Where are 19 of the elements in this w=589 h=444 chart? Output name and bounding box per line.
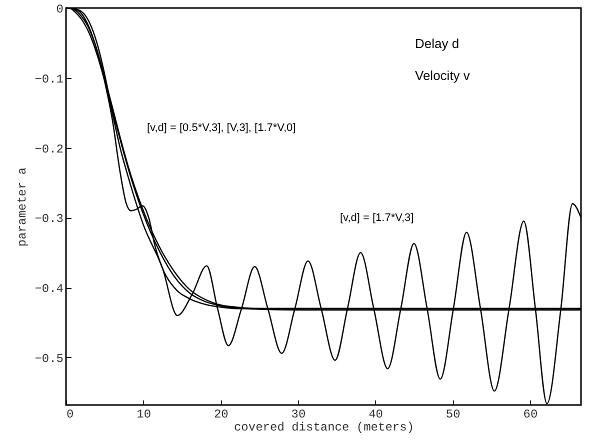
y-tick-label: −0.5 xyxy=(34,352,64,366)
y-tick-label: 0 xyxy=(56,2,64,16)
x-tick-label: 30 xyxy=(291,408,306,422)
x-tick-label: 0 xyxy=(66,408,74,422)
y-tick-label: −0.4 xyxy=(34,282,64,296)
annotation: Velocity v xyxy=(415,68,470,83)
x-tick-label: 50 xyxy=(446,408,460,422)
x-tick-label: 60 xyxy=(523,408,538,422)
y-tick-label: −0.3 xyxy=(34,212,64,226)
x-axis-title: covered distance (meters) xyxy=(234,420,414,434)
x-tick-label: 10 xyxy=(136,408,152,422)
y-axis-title: parameter a xyxy=(16,167,30,247)
x-tick-label: 20 xyxy=(214,408,228,422)
annotation: [v,d] = [0.5*V,3], [V,3], [1.7*V,0] xyxy=(147,122,296,134)
y-tick-label: −0.2 xyxy=(34,142,64,156)
x-tick-label: 40 xyxy=(368,408,384,422)
annotation: Delay d xyxy=(415,36,460,51)
y-tick-label: −0.1 xyxy=(34,72,64,86)
annotation: [v,d] = [1.7*V,3] xyxy=(340,212,414,224)
